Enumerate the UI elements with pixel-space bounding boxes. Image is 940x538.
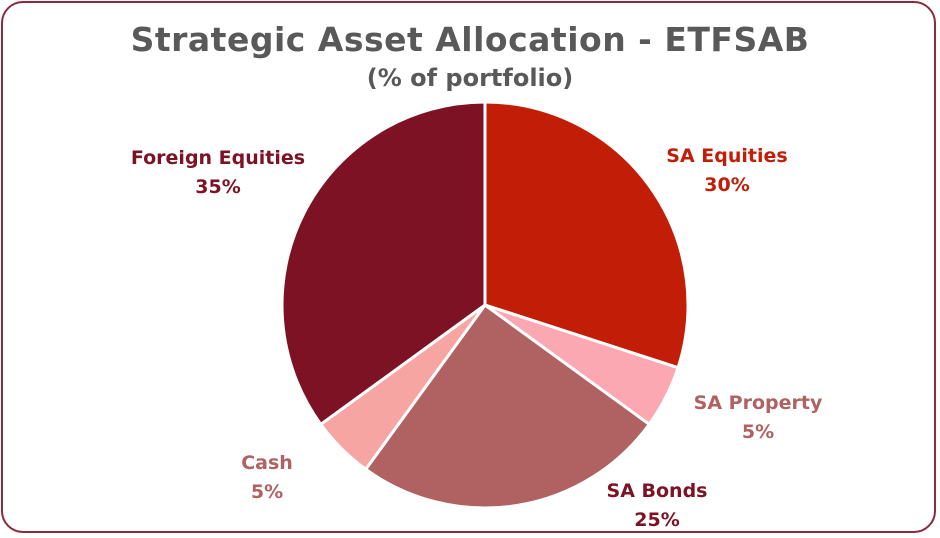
label-sa-property: SA Property 5% [694,389,823,447]
label-name: SA Property [693,392,823,414]
label-name: SA Bonds [606,480,708,502]
pie-slice-sa-bonds [364,303,651,510]
label-foreign-equities: Foreign Equities 35% [131,144,305,202]
label-name: Foreign Equities [130,147,306,169]
chart-title: Strategic Asset Allocation - ETFSAB [130,20,810,59]
label-value: 5% [741,421,775,443]
label-cash: Cash 5% [241,449,293,507]
label-name: Cash [241,452,293,474]
pie-slice-sa-equities [483,100,690,370]
pie-slice-foreign-equities [280,100,487,426]
label-sa-bonds: SA Bonds 25% [607,477,708,535]
label-sa-equities: SA Equities 30% [666,142,787,200]
pie-slices [280,100,690,510]
label-value: 30% [704,174,750,196]
label-value: 35% [195,176,241,198]
chart-subtitle: (% of portfolio) [366,64,574,92]
label-name: SA Equities [666,145,788,167]
label-value: 5% [250,481,284,503]
label-value: 25% [634,509,680,531]
